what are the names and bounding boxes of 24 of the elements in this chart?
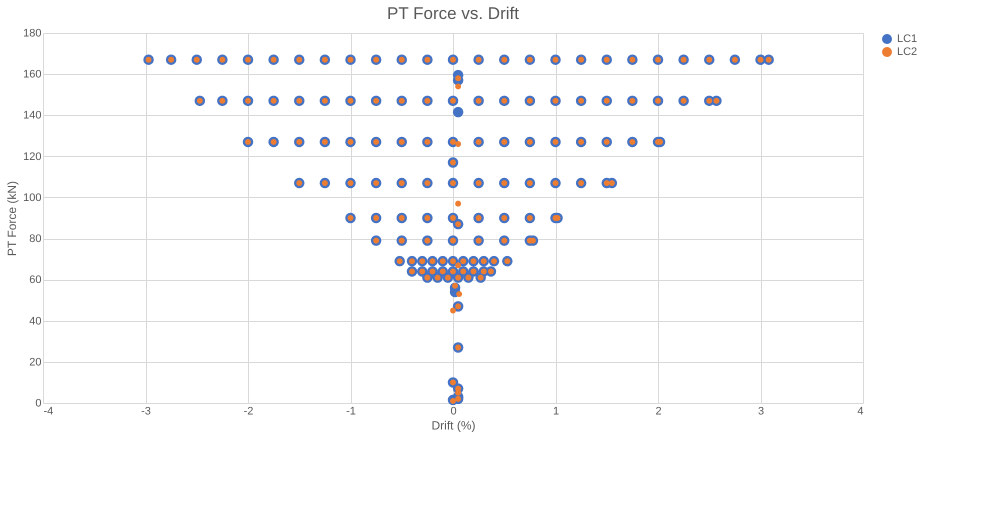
x-tick-label: 2 <box>655 406 662 418</box>
x-tick-label: -4 <box>44 406 54 418</box>
legend-label: LC2 <box>897 46 918 58</box>
x-tick-label: 0 <box>450 406 457 418</box>
x-tick-label: -1 <box>346 406 356 418</box>
x-tick-label: 1 <box>552 406 560 418</box>
x-tick-label: -3 <box>141 406 151 418</box>
y-tick-label: 100 <box>23 192 42 204</box>
legend-label: LC1 <box>897 33 918 45</box>
y-axis-title: PT Force (kN) <box>5 180 20 256</box>
y-tick-label: 180 <box>23 28 42 40</box>
y-tick-label: 20 <box>29 356 42 368</box>
x-tick-label: -2 <box>244 406 254 418</box>
y-tick-label: 140 <box>23 110 42 122</box>
x-tick-label: 4 <box>857 406 864 418</box>
y-tick-label: 160 <box>23 68 42 81</box>
y-tick-label: 0 <box>35 398 42 410</box>
x-axis-title: Drift (%) <box>432 418 476 432</box>
y-tick-label: 80 <box>29 233 42 246</box>
chart-title: PT Force vs. Drift <box>387 4 520 23</box>
x-tick-label: 3 <box>758 406 764 418</box>
y-tick-label: 40 <box>29 315 42 328</box>
y-tick-label: 120 <box>23 150 42 163</box>
y-tick-label: 60 <box>29 274 42 286</box>
